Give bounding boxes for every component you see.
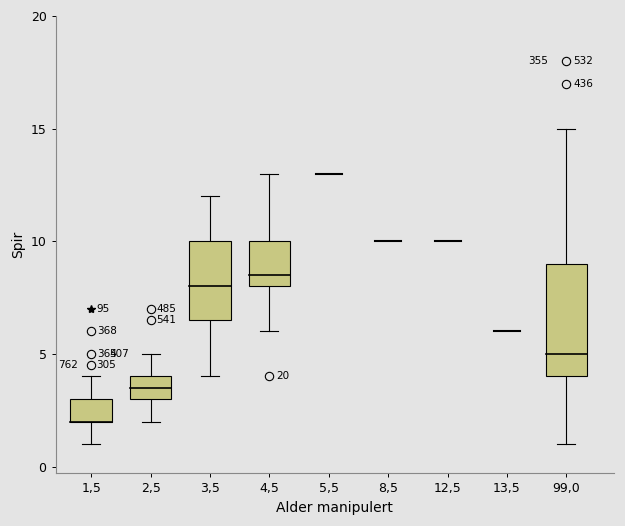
Text: 541: 541 — [156, 315, 176, 325]
Text: 762: 762 — [59, 360, 78, 370]
Text: 20: 20 — [276, 371, 289, 381]
Text: 95: 95 — [96, 304, 109, 314]
Bar — [130, 377, 171, 399]
Text: 507: 507 — [109, 349, 129, 359]
Bar — [189, 241, 231, 320]
Bar — [71, 399, 112, 421]
Bar — [249, 241, 290, 286]
X-axis label: Alder manipulert: Alder manipulert — [276, 501, 393, 515]
Text: 364: 364 — [97, 349, 117, 359]
Text: 305: 305 — [96, 360, 116, 370]
Text: 532: 532 — [574, 56, 593, 66]
Text: 368: 368 — [97, 327, 117, 337]
Bar — [546, 264, 587, 377]
Y-axis label: Spir: Spir — [11, 231, 25, 258]
Text: 436: 436 — [574, 79, 593, 89]
Text: 355: 355 — [528, 56, 548, 66]
Text: 485: 485 — [156, 304, 176, 314]
